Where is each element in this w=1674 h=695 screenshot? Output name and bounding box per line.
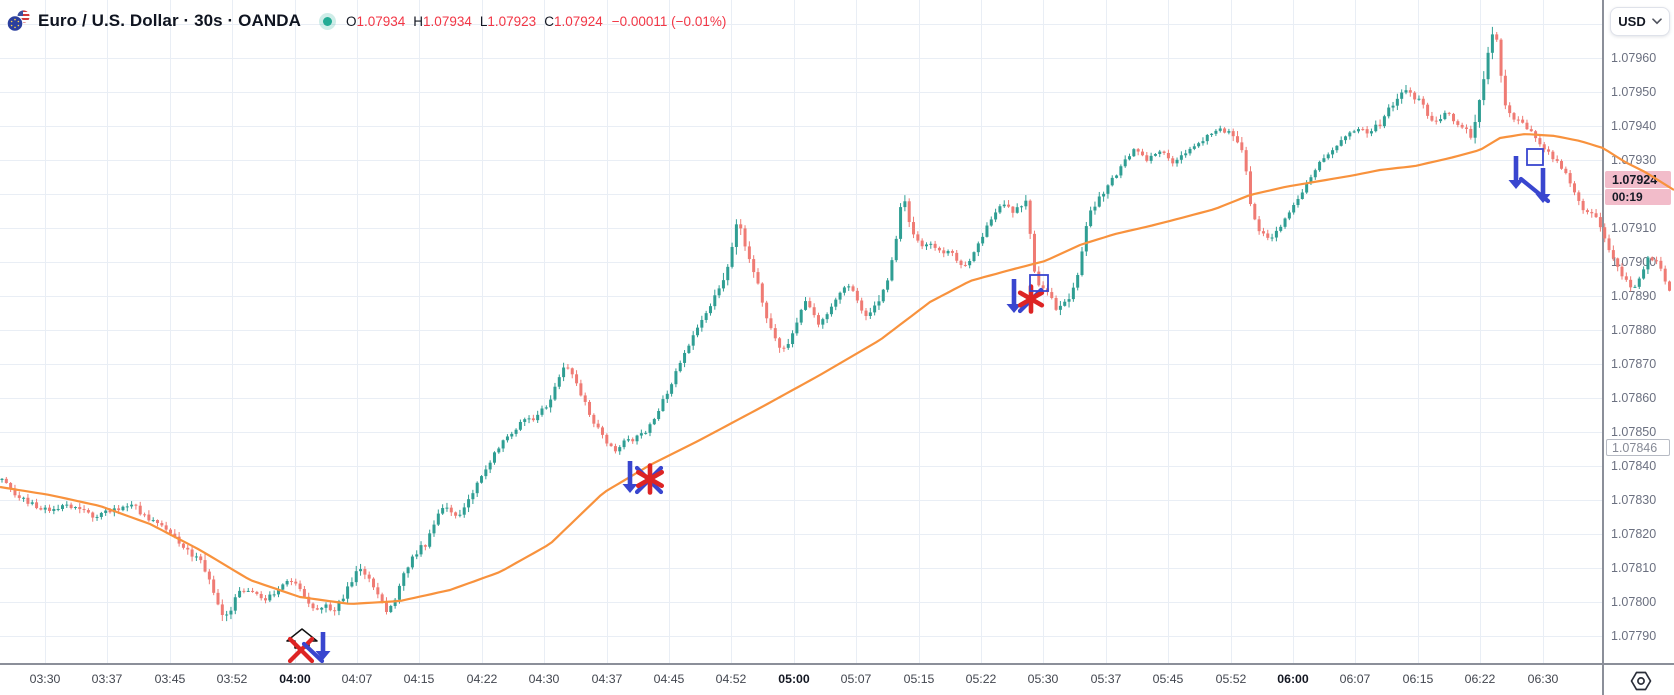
chevron-down-icon bbox=[1651, 18, 1662, 25]
price-axis-label: 1.07890 bbox=[1611, 289, 1657, 303]
time-axis-label: 05:22 bbox=[965, 672, 997, 686]
time-axis-label: 06:30 bbox=[1527, 672, 1559, 686]
time-axis-label: 05:45 bbox=[1152, 672, 1184, 686]
price-axis-border-bottom bbox=[1602, 663, 1604, 695]
time-axis-label: 06:15 bbox=[1402, 672, 1434, 686]
chart-legend: Euro / U.S. Dollar · 30s · OANDA O1.0793… bbox=[6, 6, 726, 36]
time-axis-label: 04:15 bbox=[403, 672, 435, 686]
price-axis-label: 1.07800 bbox=[1611, 595, 1657, 609]
time-axis-label: 06:22 bbox=[1464, 672, 1496, 686]
chart-pane[interactable] bbox=[0, 0, 1602, 663]
price-axis-label: 1.07820 bbox=[1611, 527, 1657, 541]
legend-high: H1.07934 bbox=[413, 13, 472, 29]
price-axis-label: 1.07960 bbox=[1611, 51, 1657, 65]
price-axis-label: 1.07900 bbox=[1611, 255, 1657, 269]
price-axis-label: 1.07950 bbox=[1611, 85, 1657, 99]
time-axis-label: 04:30 bbox=[528, 672, 560, 686]
settings-gear-icon[interactable] bbox=[1628, 669, 1654, 693]
price-axis-label: 1.07880 bbox=[1611, 323, 1657, 337]
legend-close: C1.07924 bbox=[544, 13, 603, 29]
price-axis-label: 1.07870 bbox=[1611, 357, 1657, 371]
time-axis-label: 06:07 bbox=[1339, 672, 1371, 686]
price-axis-label: 1.07930 bbox=[1611, 153, 1657, 167]
time-axis-label: 05:30 bbox=[1027, 672, 1059, 686]
time-axis-label: 06:00 bbox=[1277, 672, 1309, 686]
legend-open: O1.07934 bbox=[345, 13, 406, 29]
legend-low: L1.07923 bbox=[479, 13, 537, 29]
market-status-dot[interactable] bbox=[322, 16, 332, 26]
price-axis-label: 1.07830 bbox=[1611, 493, 1657, 507]
time-axis-label: 03:37 bbox=[91, 672, 123, 686]
legend-change: −0.00011 (−0.01%) bbox=[611, 13, 727, 29]
price-axis-label: 1.07860 bbox=[1611, 391, 1657, 405]
symbol-title[interactable]: Euro / U.S. Dollar · 30s · OANDA bbox=[38, 11, 301, 30]
secondary-price-label: 1.07846 bbox=[1606, 439, 1670, 456]
price-axis-label: 1.07810 bbox=[1611, 561, 1657, 575]
price-axis-label: 1.07940 bbox=[1611, 119, 1657, 133]
price-axis-border bbox=[1602, 0, 1604, 663]
current-price-label: 1.07924 bbox=[1605, 171, 1671, 188]
time-axis-label: 04:45 bbox=[653, 672, 685, 686]
time-axis-label: 04:07 bbox=[341, 672, 373, 686]
time-axis-label: 03:45 bbox=[154, 672, 186, 686]
time-axis-label: 05:00 bbox=[778, 672, 810, 686]
price-axis-label: 1.07840 bbox=[1611, 459, 1657, 473]
time-axis-label: 05:15 bbox=[903, 672, 935, 686]
time-axis-label: 03:52 bbox=[216, 672, 248, 686]
currency-pair-flag-icon bbox=[6, 9, 31, 32]
time-axis-label: 04:00 bbox=[279, 672, 311, 686]
time-axis-label: 04:52 bbox=[715, 672, 747, 686]
price-axis-label: 1.07790 bbox=[1611, 629, 1657, 643]
time-axis-label: 05:37 bbox=[1090, 672, 1122, 686]
time-axis-label: 05:07 bbox=[840, 672, 872, 686]
time-axis-label: 04:22 bbox=[466, 672, 498, 686]
time-axis-label: 05:52 bbox=[1215, 672, 1247, 686]
time-axis[interactable]: 03:30 03:37 03:45 03:52 04:00 04:07 04:15 04:22… bbox=[0, 663, 1674, 695]
time-axis-label: 04:37 bbox=[591, 672, 623, 686]
time-axis-label: 03:30 bbox=[29, 672, 61, 686]
currency-unit-button[interactable]: USD bbox=[1610, 7, 1670, 36]
bar-countdown-label: 00:19 bbox=[1605, 189, 1671, 205]
price-axis-label: 1.07850 bbox=[1611, 425, 1657, 439]
price-axis-label: 1.07910 bbox=[1611, 221, 1657, 235]
